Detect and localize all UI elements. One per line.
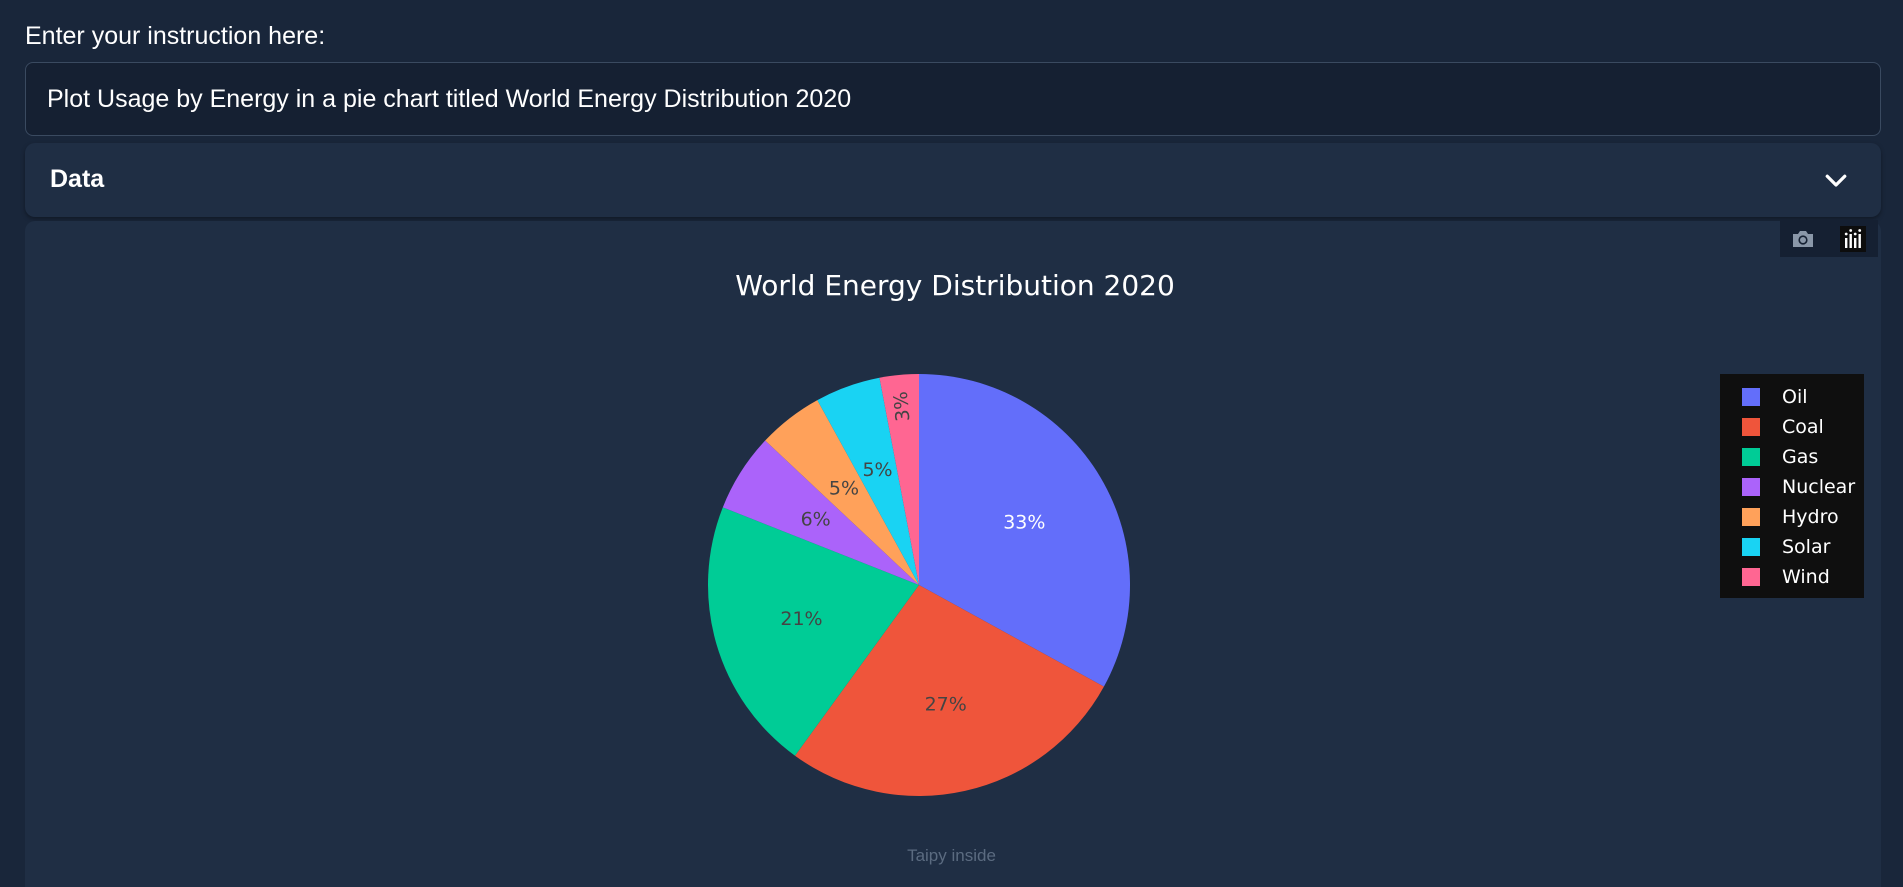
plotly-logo-icon[interactable]: [1840, 226, 1866, 252]
pie-label-hydro: 5%: [829, 477, 859, 499]
pie-slice-gas[interactable]: [707, 507, 919, 756]
legend-item-hydro[interactable]: Hydro: [1782, 506, 1839, 528]
legend-item-gas[interactable]: Gas: [1782, 446, 1818, 468]
pie-slice-nuclear[interactable]: [722, 440, 919, 585]
pie-label-oil: 33%: [1003, 512, 1045, 534]
chevron-down-icon[interactable]: [1821, 165, 1851, 195]
pie-label-solar: 5%: [862, 459, 892, 481]
pie-label-wind: 3%: [890, 390, 915, 422]
instruction-label: Enter your instruction here:: [25, 22, 326, 50]
legend-swatch-hydro[interactable]: [1742, 508, 1760, 526]
data-expander[interactable]: Data: [25, 143, 1881, 217]
pie-label-nuclear: 6%: [801, 508, 831, 530]
pie-slice-hydro[interactable]: [765, 400, 919, 585]
legend-item-oil[interactable]: Oil: [1782, 386, 1808, 408]
camera-icon[interactable]: [1790, 226, 1816, 252]
data-expander-title: Data: [50, 165, 105, 193]
pie-slice-coal[interactable]: [794, 585, 1104, 796]
legend-item-coal[interactable]: Coal: [1782, 416, 1824, 438]
legend-swatch-solar[interactable]: [1742, 538, 1760, 556]
legend-item-nuclear[interactable]: Nuclear: [1782, 476, 1855, 498]
legend-swatch-nuclear[interactable]: [1742, 478, 1760, 496]
pie-slice-oil[interactable]: [919, 374, 1131, 687]
legend-item-wind[interactable]: Wind: [1782, 566, 1830, 588]
pie-label-coal: 27%: [925, 693, 967, 715]
pie-slice-solar[interactable]: [817, 377, 919, 585]
legend-item-solar[interactable]: Solar: [1782, 536, 1831, 558]
pie-label-gas: 21%: [780, 608, 822, 630]
chart-legend: Oil Coal Gas Nuclear Hydro Solar Wind: [1720, 374, 1864, 598]
legend-swatch-gas[interactable]: [1742, 448, 1760, 466]
legend-swatch-wind[interactable]: [1742, 568, 1760, 586]
pie-slice-wind[interactable]: [879, 374, 919, 585]
footer-note: Taipy inside: [907, 846, 996, 865]
legend-swatch-coal[interactable]: [1742, 418, 1760, 436]
chart-title: World Energy Distribution 2020: [735, 269, 1175, 302]
instruction-input[interactable]: [25, 62, 1881, 136]
legend-swatch-oil[interactable]: [1742, 388, 1760, 406]
chart-modebar: [1780, 220, 1878, 257]
